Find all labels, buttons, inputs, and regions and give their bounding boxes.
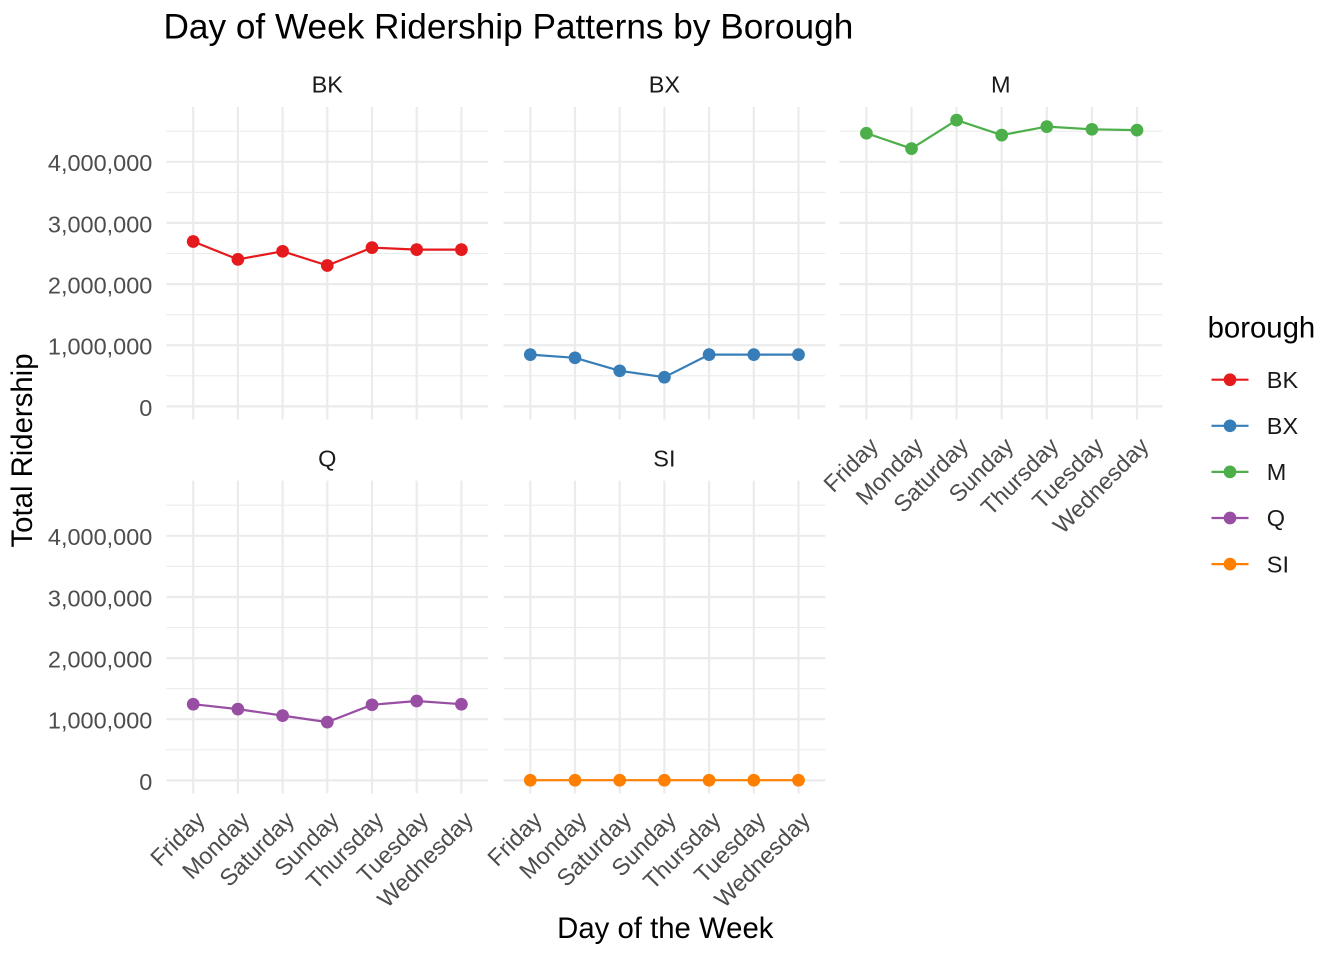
svg-text:0: 0 [139, 769, 152, 795]
svg-text:borough: borough [1208, 312, 1316, 345]
svg-text:0: 0 [139, 395, 152, 421]
svg-text:SI: SI [653, 446, 675, 472]
svg-text:4,000,000: 4,000,000 [48, 524, 152, 550]
svg-text:BX: BX [649, 72, 681, 98]
svg-text:SI: SI [1267, 551, 1289, 577]
svg-text:1,000,000: 1,000,000 [48, 708, 152, 734]
svg-text:4,000,000: 4,000,000 [48, 150, 152, 176]
svg-text:Q: Q [1267, 505, 1285, 531]
svg-text:3,000,000: 3,000,000 [48, 211, 152, 237]
svg-text:Total Ridership: Total Ridership [6, 354, 39, 548]
svg-text:1,000,000: 1,000,000 [48, 334, 152, 360]
svg-text:2,000,000: 2,000,000 [48, 273, 152, 299]
svg-text:BK: BK [312, 72, 344, 98]
svg-text:M: M [991, 72, 1011, 98]
svg-text:3,000,000: 3,000,000 [48, 585, 152, 611]
svg-text:BK: BK [1267, 367, 1299, 393]
svg-text:Day of Week Ridership Patterns: Day of Week Ridership Patterns by Boroug… [164, 7, 854, 46]
svg-text:Q: Q [318, 446, 336, 472]
svg-text:2,000,000: 2,000,000 [48, 647, 152, 673]
svg-text:Day of the Week: Day of the Week [557, 912, 774, 945]
svg-text:M: M [1267, 459, 1287, 485]
svg-text:BX: BX [1267, 413, 1299, 439]
